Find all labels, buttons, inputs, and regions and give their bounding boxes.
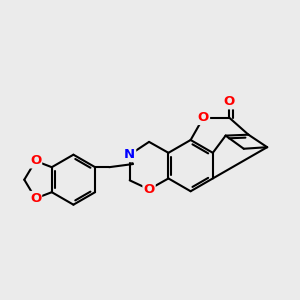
Text: O: O — [198, 111, 209, 124]
Text: O: O — [224, 95, 235, 108]
Text: O: O — [143, 183, 155, 196]
Text: O: O — [30, 192, 41, 205]
Text: O: O — [30, 154, 41, 167]
Text: N: N — [124, 148, 135, 161]
